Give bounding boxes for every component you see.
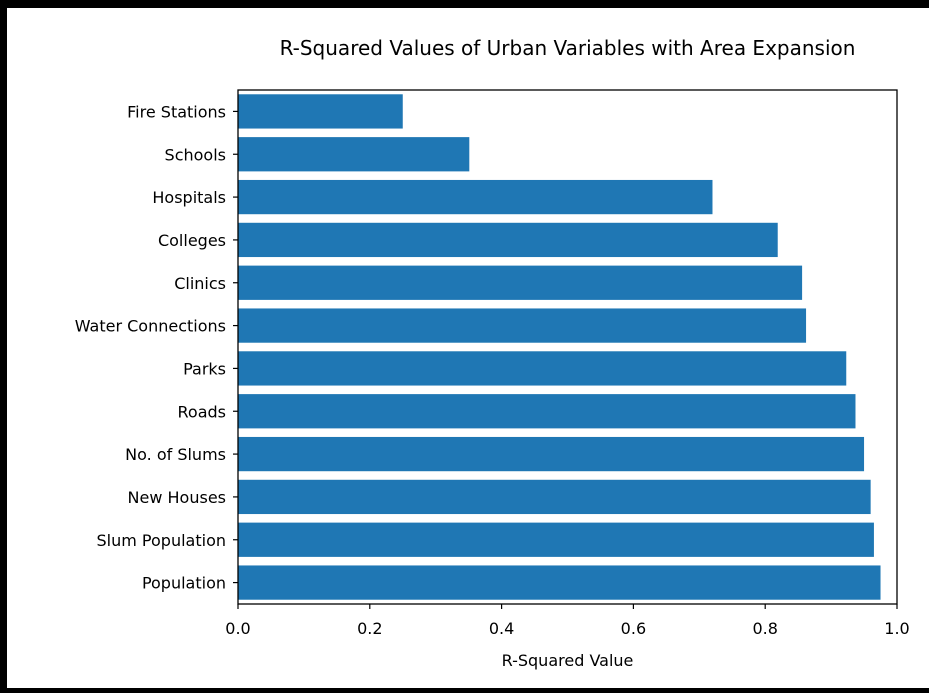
y-tick-label: Hospitals [152,188,226,207]
bar [238,351,847,386]
chart-title: R-Squared Values of Urban Variables with… [280,36,856,60]
x-tick-label: 0.8 [752,619,777,638]
bar [238,522,874,557]
y-tick-label: Slum Population [97,531,226,550]
bar [238,436,865,472]
y-tick-label: Colleges [158,231,226,250]
x-axis-label: R-Squared Value [502,651,634,670]
x-tick-label: 0.0 [225,619,250,638]
plot-area [237,89,898,605]
bar [238,222,778,258]
x-tick-label: 0.4 [489,619,514,638]
y-tick-label: Roads [178,402,226,421]
x-tick-label: 0.6 [621,619,646,638]
x-axis: 0.0 0.2 0.4 0.6 0.8 1.0 [225,604,910,638]
y-tick-label: New Houses [128,488,226,507]
y-tick-label: Water Connections [75,317,226,336]
bar [238,265,803,300]
bar [238,565,881,600]
bar [238,479,871,515]
y-axis: Population Slum Population New Houses No. o… [75,102,238,593]
y-tick-label: Fire Stations [127,102,226,121]
bar [238,308,807,343]
bar [238,94,403,129]
x-tick-label: 0.2 [357,619,382,638]
bars-group [238,94,881,600]
bar [238,137,470,172]
y-tick-label: Population [142,574,226,593]
x-tick-label: 1.0 [884,619,909,638]
y-tick-label: No. of Slums [125,445,226,464]
bar [238,179,713,215]
y-tick-label: Clinics [174,274,226,293]
bar [238,394,856,429]
y-tick-label: Schools [165,145,226,164]
y-tick-label: Parks [183,359,226,378]
